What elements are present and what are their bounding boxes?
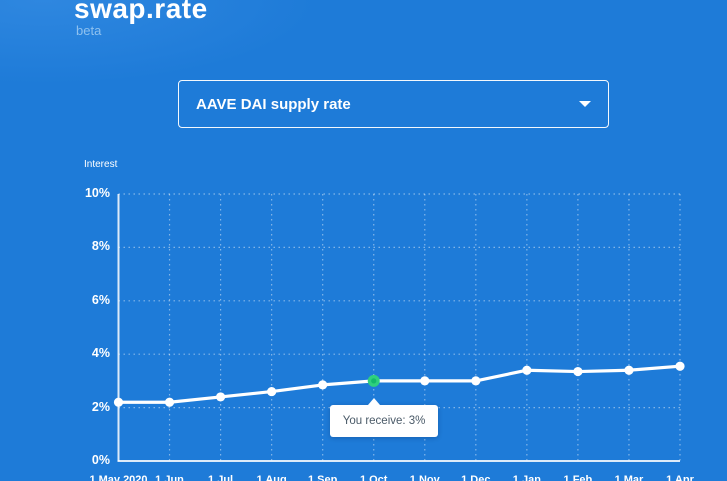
- y-tick-label: 2%: [91, 399, 110, 414]
- chart-axes: [117, 194, 680, 462]
- x-tick-label: 1 Oct: [359, 474, 388, 481]
- chart-tooltip: You receive: 3%: [329, 398, 439, 437]
- x-tick-label: 1 Aug: [256, 474, 287, 481]
- data-point[interactable]: [624, 365, 634, 375]
- x-tick-label: 1 Feb: [563, 474, 593, 481]
- x-tick-label: 1 May 2020: [89, 474, 148, 481]
- data-point[interactable]: [675, 361, 685, 371]
- x-tick-label: 1 Jul: [208, 474, 234, 481]
- tooltip-text: You receive: 3%: [342, 415, 426, 427]
- data-point[interactable]: [215, 392, 226, 402]
- y-tick-label: 6%: [91, 292, 110, 307]
- rate-select-dropdown[interactable]: AAVE DAI supply rate: [178, 80, 609, 128]
- data-point[interactable]: [164, 397, 175, 407]
- chevron-down-icon: [579, 101, 591, 107]
- supply-rate-line: [116, 364, 682, 404]
- beta-badge: beta: [76, 23, 102, 38]
- highlighted-data-point-core: [371, 378, 377, 384]
- y-tick-label: 10%: [84, 186, 110, 200]
- data-point[interactable]: [318, 380, 328, 390]
- data-point[interactable]: [471, 376, 481, 386]
- x-tick-label: 1 Apr: [666, 474, 694, 481]
- y-tick-label: 8%: [91, 239, 110, 254]
- x-tick-label: 1 Dec: [461, 474, 491, 481]
- y-tick-label: 4%: [91, 346, 110, 361]
- x-tick-label: 1 Jan: [512, 474, 541, 481]
- x-tick-label: 1 Jun: [155, 474, 184, 481]
- data-point[interactable]: [267, 386, 277, 397]
- x-tick-label: 1 Sep: [307, 474, 338, 481]
- data-point[interactable]: [522, 365, 532, 375]
- brand-logo: swap.rate: [74, 0, 208, 24]
- data-point[interactable]: [573, 366, 583, 377]
- x-tick-label: 1 Nov: [409, 474, 440, 481]
- y-tick-label: 0%: [91, 453, 110, 467]
- data-points: [113, 361, 685, 407]
- data-point[interactable]: [420, 376, 430, 386]
- data-point[interactable]: [113, 397, 124, 407]
- y-axis-title: Interest: [84, 159, 118, 170]
- x-tick-label: 1 Mar: [614, 474, 644, 481]
- rate-select-value: AAVE DAI supply rate: [196, 95, 351, 113]
